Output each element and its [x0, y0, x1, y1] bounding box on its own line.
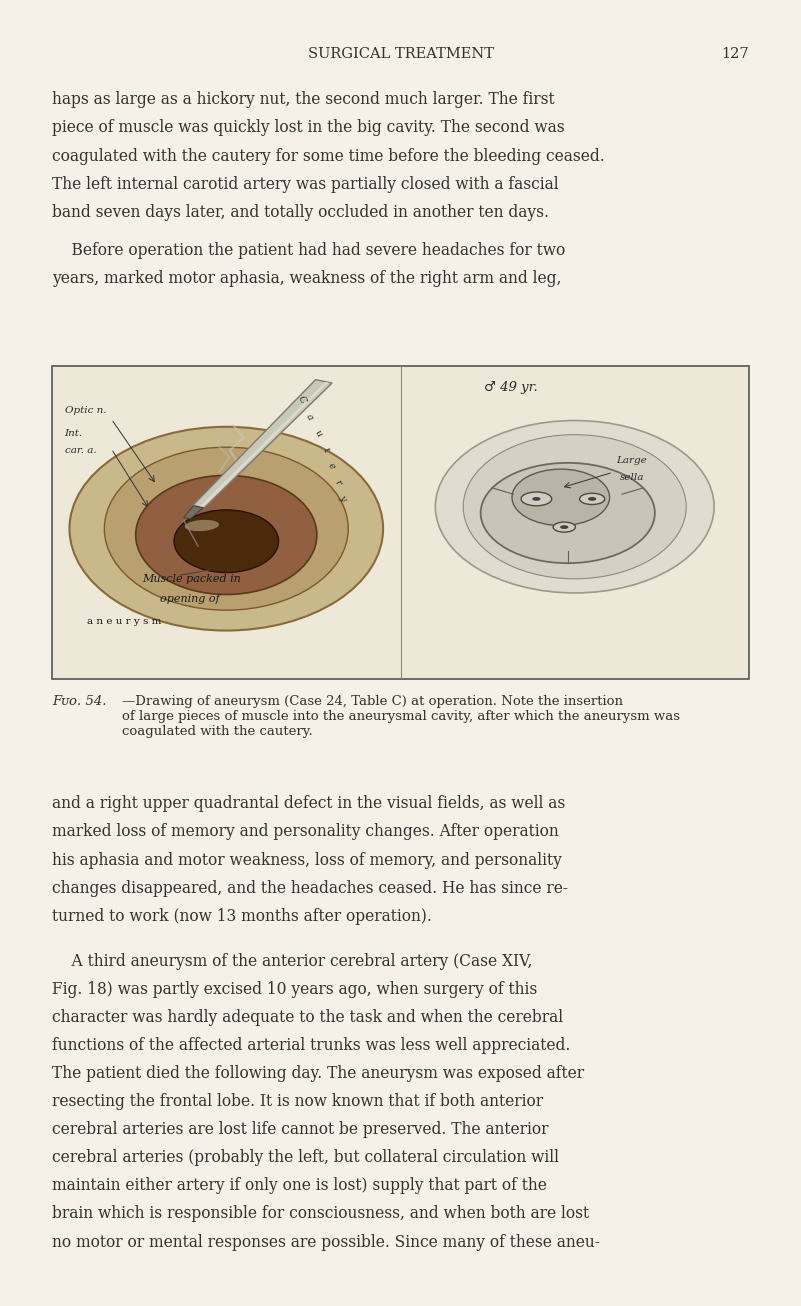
Text: piece of muscle was quickly lost in the big cavity. The second was: piece of muscle was quickly lost in the …: [52, 119, 565, 137]
Text: cerebral arteries are lost life cannot be preserved. The anterior: cerebral arteries are lost life cannot b…: [52, 1121, 549, 1139]
Text: Fig. 18) was partly excised 10 years ago, when surgery of this: Fig. 18) was partly excised 10 years ago…: [52, 981, 537, 998]
Ellipse shape: [481, 462, 655, 563]
Text: turned to work (now 13 months after operation).: turned to work (now 13 months after oper…: [52, 908, 432, 925]
Text: haps as large as a hickory nut, the second much larger. The first: haps as large as a hickory nut, the seco…: [52, 91, 554, 108]
Text: marked loss of memory and personality changes. After operation: marked loss of memory and personality ch…: [52, 824, 559, 841]
Text: car. a.: car. a.: [65, 447, 96, 456]
Circle shape: [521, 492, 552, 505]
Text: —Drawing of aneurysm (Case 24, Table C) at operation. Note the insertion
of larg: —Drawing of aneurysm (Case 24, Table C) …: [122, 695, 680, 738]
Circle shape: [553, 522, 575, 532]
Text: no motor or mental responses are possible. Since many of these aneu-: no motor or mental responses are possibl…: [52, 1233, 600, 1251]
Text: SURGICAL TREATMENT: SURGICAL TREATMENT: [308, 47, 493, 61]
Ellipse shape: [185, 520, 219, 532]
Text: u: u: [312, 428, 324, 438]
Text: Optic n.: Optic n.: [65, 406, 106, 415]
Ellipse shape: [174, 509, 279, 572]
Text: functions of the affected arterial trunks was less well appreciated.: functions of the affected arterial trunk…: [52, 1037, 570, 1054]
Text: 127: 127: [722, 47, 749, 61]
Polygon shape: [183, 505, 203, 518]
Text: opening of: opening of: [160, 594, 219, 605]
Text: a n e u r y s m: a n e u r y s m: [87, 618, 161, 627]
Text: resecting the frontal lobe. It is now known that if both anterior: resecting the frontal lobe. It is now kn…: [52, 1093, 543, 1110]
Text: Int.: Int.: [65, 430, 83, 439]
Text: a: a: [304, 411, 315, 422]
Text: his aphasia and motor weakness, loss of memory, and personality: his aphasia and motor weakness, loss of …: [52, 852, 562, 868]
Text: A third aneurysm of the anterior cerebral artery (Case XIV,: A third aneurysm of the anterior cerebra…: [52, 953, 533, 970]
Text: Muscle packed in: Muscle packed in: [143, 573, 241, 584]
Text: t: t: [320, 447, 330, 454]
Text: maintain either artery if only one is lost) supply that part of the: maintain either artery if only one is lo…: [52, 1178, 547, 1195]
Text: ♂ 49 yr.: ♂ 49 yr.: [484, 381, 538, 393]
Text: coagulated with the cautery for some time before the bleeding ceased.: coagulated with the cautery for some tim…: [52, 148, 605, 165]
Circle shape: [580, 494, 605, 504]
Ellipse shape: [463, 435, 686, 579]
Bar: [52, 366, 749, 679]
Text: e: e: [326, 461, 336, 470]
Circle shape: [532, 498, 541, 500]
Text: The patient died the following day. The aneurysm was exposed after: The patient died the following day. The …: [52, 1066, 584, 1083]
Text: y: y: [338, 494, 348, 503]
Ellipse shape: [104, 447, 348, 610]
Text: changes disappeared, and the headaches ceased. He has since re-: changes disappeared, and the headaches c…: [52, 880, 568, 897]
Text: band seven days later, and totally occluded in another ten days.: band seven days later, and totally occlu…: [52, 204, 549, 221]
Text: character was hardly adequate to the task and when the cerebral: character was hardly adequate to the tas…: [52, 1008, 563, 1027]
Text: C: C: [296, 394, 308, 405]
Text: cerebral arteries (probably the left, but collateral circulation will: cerebral arteries (probably the left, bu…: [52, 1149, 559, 1166]
Text: The left internal carotid artery was partially closed with a fascial: The left internal carotid artery was par…: [52, 175, 558, 193]
Text: brain which is responsible for consciousness, and when both are lost: brain which is responsible for conscious…: [52, 1205, 590, 1222]
Polygon shape: [199, 381, 328, 508]
Ellipse shape: [512, 469, 610, 525]
Circle shape: [588, 498, 596, 500]
Text: years, marked motor aphasia, weakness of the right arm and leg,: years, marked motor aphasia, weakness of…: [52, 270, 562, 287]
Ellipse shape: [70, 427, 383, 631]
Ellipse shape: [436, 421, 714, 593]
Text: Large: Large: [617, 456, 647, 465]
Polygon shape: [192, 380, 332, 508]
Text: Fᴜᴏ. 54.: Fᴜᴏ. 54.: [52, 695, 107, 708]
Text: r: r: [332, 478, 342, 487]
Text: Before operation the patient had had severe headaches for two: Before operation the patient had had sev…: [52, 242, 566, 260]
Ellipse shape: [135, 475, 317, 594]
Text: sella: sella: [620, 473, 644, 482]
Circle shape: [560, 525, 569, 529]
Text: and a right upper quadrantal defect in the visual fields, as well as: and a right upper quadrantal defect in t…: [52, 795, 566, 812]
